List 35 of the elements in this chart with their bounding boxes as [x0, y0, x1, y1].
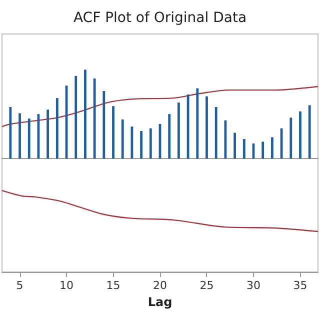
bar: [74, 76, 78, 159]
bar: [18, 113, 21, 159]
bar: [206, 96, 208, 159]
bar: [46, 110, 50, 159]
bar: [56, 98, 58, 159]
x-tick-label: 15: [106, 279, 120, 292]
bar: [112, 106, 114, 159]
bar: [290, 118, 292, 159]
x-tick-label: 25: [200, 279, 214, 292]
bar: [93, 78, 96, 159]
x-tick-label: 35: [293, 279, 308, 292]
bar: [262, 142, 264, 159]
bar: [299, 111, 302, 159]
bar: [9, 106, 12, 159]
x-tick-label: 5: [16, 279, 24, 292]
x-tick-label: 30: [246, 279, 260, 292]
bar: [308, 105, 311, 159]
bar: [242, 139, 246, 159]
bar: [270, 137, 274, 159]
x-axis-title: Lag: [148, 295, 172, 309]
chart-title: ACF Plot of Original Data: [73, 10, 247, 26]
x-tick-label: 10: [60, 279, 74, 292]
bar: [28, 118, 30, 159]
bar: [121, 119, 124, 159]
bar: [224, 120, 227, 159]
bar: [214, 106, 218, 159]
bar: [84, 70, 86, 159]
bar: [168, 114, 171, 159]
bar: [140, 131, 142, 159]
bar: [196, 88, 199, 159]
bar: [149, 128, 152, 159]
bar: [102, 90, 106, 159]
bar: [234, 132, 236, 159]
bar: [178, 102, 180, 159]
x-tick-label: 20: [153, 279, 167, 292]
